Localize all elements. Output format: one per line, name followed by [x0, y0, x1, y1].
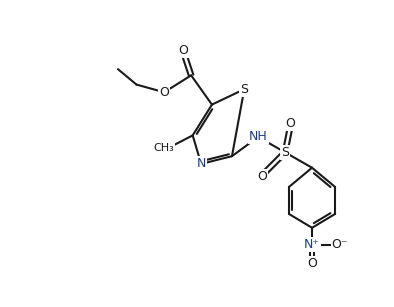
Text: O: O: [178, 44, 188, 57]
Text: S: S: [281, 146, 289, 159]
Text: O⁻: O⁻: [331, 238, 348, 251]
Text: O: O: [257, 170, 267, 184]
Text: O: O: [159, 86, 169, 99]
Text: S: S: [240, 83, 248, 96]
Text: O: O: [307, 257, 317, 270]
Text: NH: NH: [249, 130, 268, 143]
Text: CH₃: CH₃: [154, 143, 175, 154]
Text: N: N: [197, 157, 206, 170]
Text: O: O: [286, 117, 296, 130]
Text: N⁺: N⁺: [304, 238, 320, 251]
